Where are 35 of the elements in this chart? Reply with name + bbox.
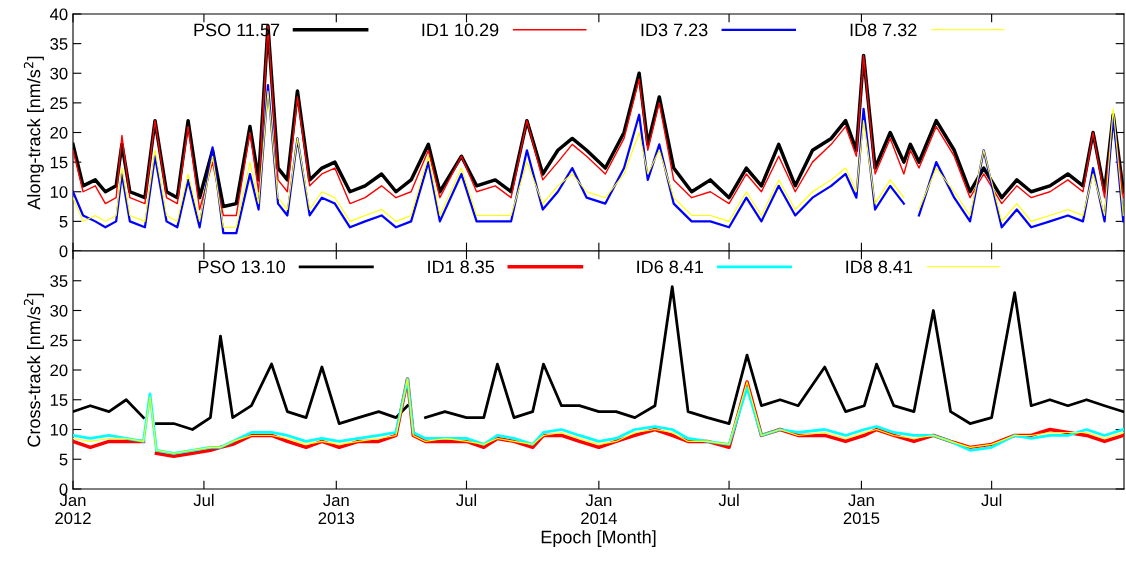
legend-label: ID8 8.41 xyxy=(846,260,913,274)
x-tick-label: Jul xyxy=(718,493,739,507)
y-tick-label: 30 xyxy=(50,304,68,317)
y-axis-title: Cross-track [nm/s$^{2}$] xyxy=(23,293,44,447)
y-axis-title: Along-track [nm/s$^{2}$] xyxy=(23,56,44,210)
x-tick-label: Jan 2014 xyxy=(581,494,617,525)
y-tick-label: 10 xyxy=(50,186,68,198)
y-tick-label: 35 xyxy=(50,275,68,287)
y-tick-label: 5 xyxy=(59,215,68,228)
y-tick-label: 20 xyxy=(50,126,68,139)
legend-label: PSO 13.10 xyxy=(198,260,285,274)
y-tick-label: 15 xyxy=(50,156,68,169)
y-tick-label: 0 xyxy=(59,483,68,496)
x-tick-label: Jul xyxy=(456,493,477,507)
x-axis-title: Epoch [Month] xyxy=(541,530,656,547)
y-tick-label: 0 xyxy=(59,245,68,258)
legend-label: ID3 7.23 xyxy=(641,23,708,37)
y-tick-label: 15 xyxy=(50,394,68,406)
y-tick-label: 25 xyxy=(50,97,68,110)
y-tick-label: 25 xyxy=(50,334,68,347)
legend-label: ID1 8.35 xyxy=(428,260,495,274)
y-tick-label: 30 xyxy=(50,67,68,80)
x-tick-label: Jan 2012 xyxy=(55,494,91,525)
y-tick-label: 40 xyxy=(49,8,68,21)
legend-label: ID1 10.29 xyxy=(422,23,499,37)
x-tick-label: Jul xyxy=(193,493,214,507)
y-tick-label: 35 xyxy=(50,38,68,50)
y-tick-label: 20 xyxy=(50,364,68,377)
y-tick-label: 10 xyxy=(50,423,68,436)
x-tick-label: Jul xyxy=(981,493,1002,507)
x-tick-label: Jan 2013 xyxy=(318,494,355,525)
x-tick-label: Jan 2015 xyxy=(843,494,880,525)
legend-label: ID8 7.32 xyxy=(850,23,917,37)
legend-label: ID6 8.41 xyxy=(637,260,703,274)
y-tick-label: 5 xyxy=(59,453,68,466)
